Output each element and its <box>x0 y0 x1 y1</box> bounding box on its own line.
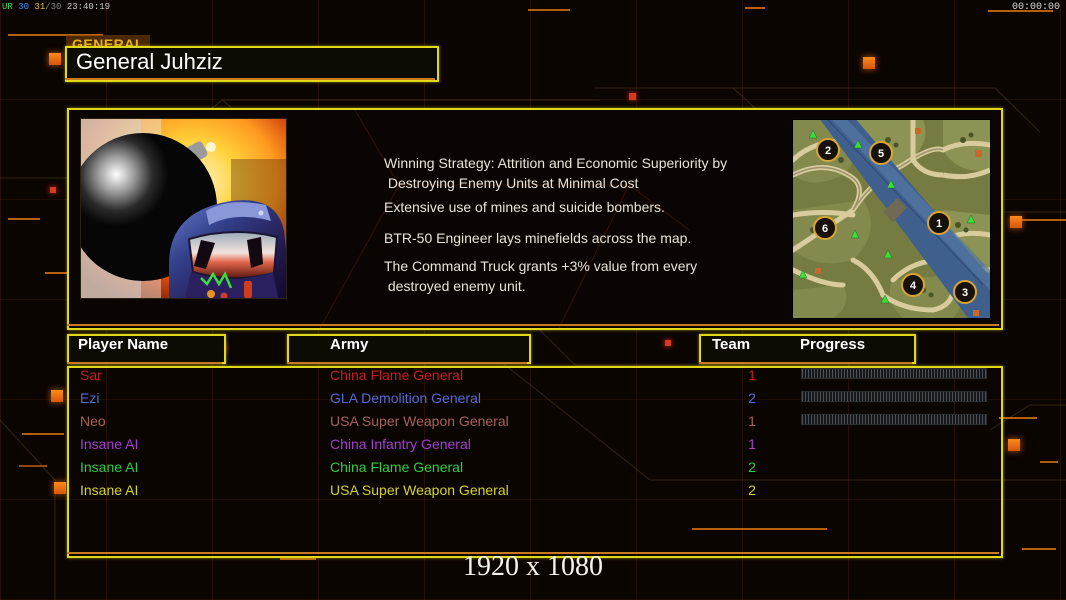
svg-text:1: 1 <box>936 218 942 230</box>
svg-text:6: 6 <box>822 223 828 235</box>
svg-text:3: 3 <box>962 287 968 299</box>
svg-text:4: 4 <box>910 280 917 292</box>
svg-text:2: 2 <box>825 145 831 157</box>
svg-text:5: 5 <box>878 148 884 160</box>
